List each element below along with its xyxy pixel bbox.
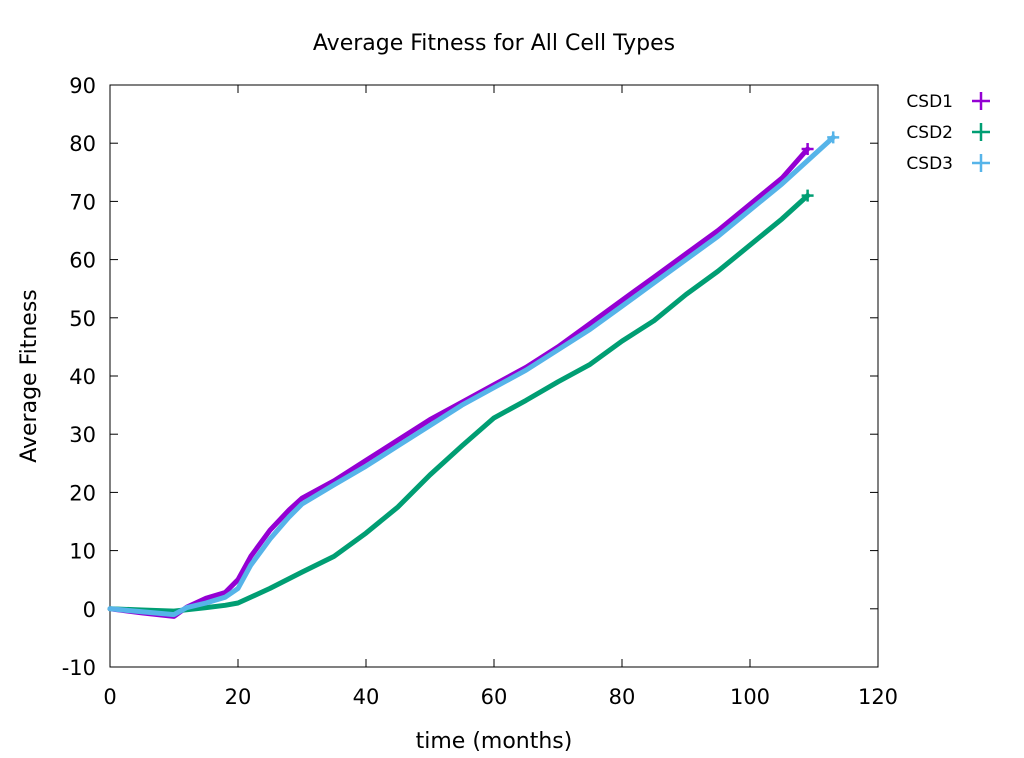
y-tick-label: 20 xyxy=(69,481,96,505)
legend-entry: CSD2 xyxy=(906,123,990,143)
y-axis-label: Average Fitness xyxy=(17,289,42,463)
series-line-csd2 xyxy=(107,193,811,614)
legend-marker-plus-icon xyxy=(972,92,990,110)
series-end-marker xyxy=(827,131,840,144)
y-tick-label: 30 xyxy=(69,423,96,447)
x-tick-label: 120 xyxy=(858,685,898,709)
y-tick-label: 70 xyxy=(69,190,96,214)
legend-label: CSD3 xyxy=(906,154,953,174)
y-tick-label: 10 xyxy=(69,540,96,564)
y-tick-label: 80 xyxy=(69,132,96,156)
y-tick-label: 0 xyxy=(83,598,96,622)
series-end-marker xyxy=(801,143,814,156)
series-end-marker xyxy=(801,189,814,202)
x-tick-label: 0 xyxy=(103,685,116,709)
y-tick-label: 90 xyxy=(69,74,96,98)
y-tick-label: 50 xyxy=(69,307,96,331)
y-tick-label: 60 xyxy=(69,249,96,273)
series-line-csd3 xyxy=(107,134,836,618)
series-line-csd1 xyxy=(107,146,811,619)
legend-entry: CSD3 xyxy=(906,154,990,174)
y-tick-label: 40 xyxy=(69,365,96,389)
x-tick-label: 80 xyxy=(609,685,636,709)
legend-marker-plus-icon xyxy=(972,123,990,141)
chart-title: Average Fitness for All Cell Types xyxy=(313,31,675,56)
legend: CSD1 CSD2 CSD3 xyxy=(906,92,990,174)
x-tick-label: 100 xyxy=(730,685,770,709)
legend-label: CSD1 xyxy=(906,92,953,112)
x-tick-label: 40 xyxy=(353,685,380,709)
legend-label: CSD2 xyxy=(906,123,953,143)
x-axis-label: time (months) xyxy=(416,729,573,754)
y-tick-label: -10 xyxy=(62,656,96,680)
plot-frame xyxy=(109,84,879,668)
legend-marker-plus-icon xyxy=(972,154,990,172)
series-group xyxy=(107,131,840,619)
x-tick-label: 20 xyxy=(225,685,252,709)
legend-entry: CSD1 xyxy=(906,92,990,112)
axis-ticks: 0 20 40 60 80 100 120 -10 0 10 20 30 40 50 60 70 80 90 xyxy=(62,74,898,709)
x-tick-label: 60 xyxy=(481,685,508,709)
